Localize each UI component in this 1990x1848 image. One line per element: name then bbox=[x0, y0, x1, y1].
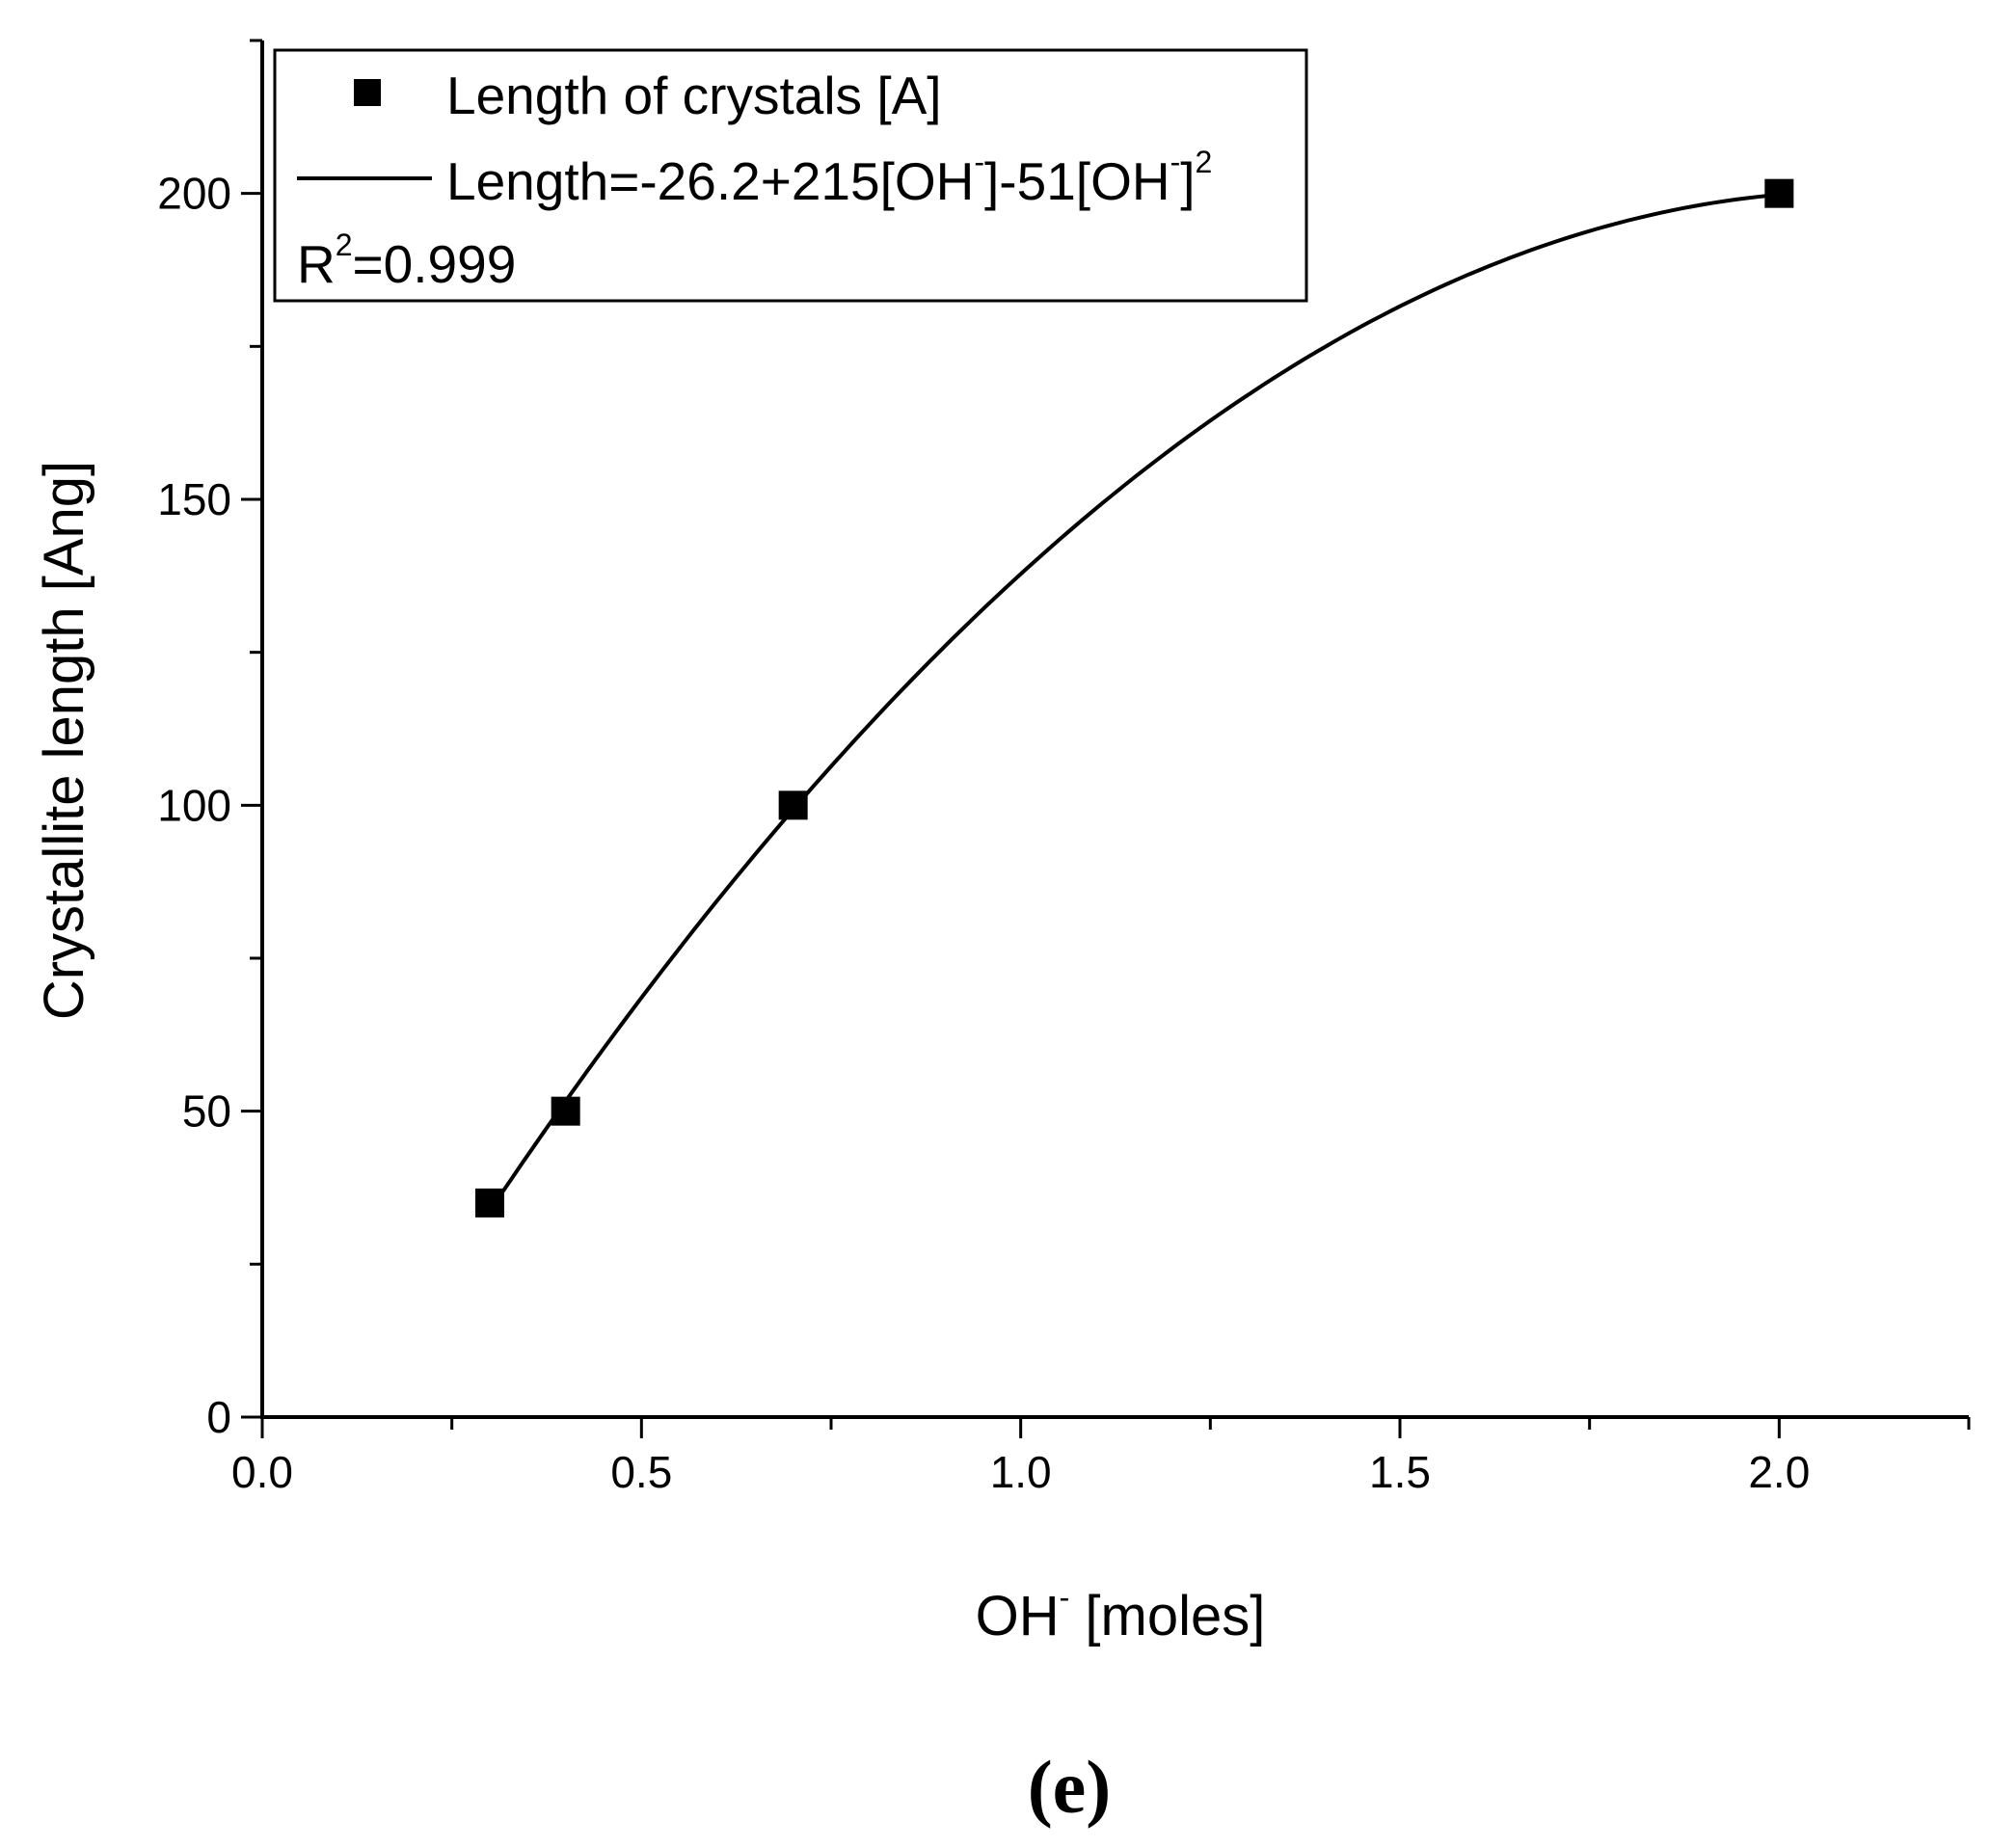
legend-series-label: Length of crystals [A] bbox=[446, 66, 942, 125]
axes: 0.0 0.5 1.0 1.5 2.0 0 50 100 150 200 bbox=[157, 39, 1971, 1497]
y-tick-label: 100 bbox=[157, 780, 231, 830]
y-tick-label: 150 bbox=[157, 474, 231, 524]
r2-value: =0.999 bbox=[353, 234, 517, 294]
x-tick-label: 0.5 bbox=[610, 1447, 672, 1497]
fit-label-sup-3: 2 bbox=[1196, 145, 1213, 179]
legend: Length of crystals [A] Length=-26.2+215[… bbox=[273, 48, 1308, 303]
legend-marker-square bbox=[354, 79, 381, 106]
y-tick-label: 50 bbox=[182, 1086, 231, 1137]
y-tick-label: 200 bbox=[157, 169, 231, 219]
fit-label-part-1: Length=-26.2+215[OH bbox=[446, 151, 974, 211]
data-point-marker bbox=[778, 790, 808, 820]
fit-layer bbox=[488, 192, 1780, 1213]
panel-label: (e) bbox=[1028, 1745, 1112, 1829]
x-axis-title-unit: [moles] bbox=[1069, 1585, 1265, 1647]
fit-curve bbox=[488, 192, 1780, 1213]
data-point-marker bbox=[551, 1096, 580, 1126]
x-tick-label: 2.0 bbox=[1748, 1447, 1810, 1497]
legend-fit-label: Length=-26.2+215[OH-]-51[OH-]2 bbox=[446, 145, 1212, 211]
data-points bbox=[475, 178, 1794, 1218]
x-axis-title: OH- [moles] bbox=[976, 1580, 1266, 1647]
x-axis-title-main: OH bbox=[976, 1585, 1060, 1647]
y-tick-label: 0 bbox=[206, 1392, 231, 1442]
x-tick-label: 1.5 bbox=[1369, 1447, 1431, 1497]
legend-box bbox=[273, 48, 1308, 303]
x-tick-label: 1.0 bbox=[990, 1447, 1052, 1497]
fit-label-part-2: ]-51[OH bbox=[984, 151, 1170, 211]
y-axis-title: Crystallite length [Ang] bbox=[33, 461, 95, 1020]
legend-r2-label: R2=0.999 bbox=[297, 228, 516, 294]
data-point-marker bbox=[1764, 178, 1794, 208]
x-axis-title-sup: - bbox=[1060, 1580, 1070, 1615]
x-tick-label: 0.0 bbox=[231, 1447, 293, 1497]
r2-r: R bbox=[297, 234, 336, 294]
fit-label-part-3: ] bbox=[1180, 151, 1195, 211]
fit-label-sup-1: - bbox=[974, 145, 984, 179]
data-point-marker bbox=[475, 1188, 504, 1218]
fit-label-sup-2: - bbox=[1170, 145, 1181, 179]
r2-sup: 2 bbox=[336, 228, 353, 262]
